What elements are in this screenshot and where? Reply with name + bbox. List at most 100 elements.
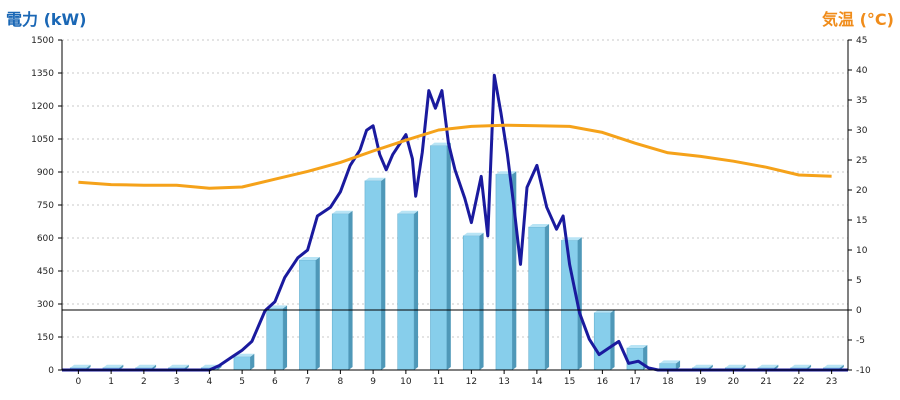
series-lines: [62, 73, 848, 372]
x-tick-label: 23: [826, 377, 837, 387]
x-tick-label: 20: [728, 377, 740, 387]
right-tick-label: 0: [856, 306, 862, 316]
left-tick-label: 900: [37, 168, 54, 178]
bar-front: [397, 213, 415, 371]
bar-12: [462, 232, 484, 371]
bar-front: [266, 308, 284, 371]
bar-side: [381, 177, 386, 370]
bar-top: [790, 364, 812, 368]
bar-front: [626, 347, 644, 371]
right-tick-label: 35: [856, 96, 867, 106]
bar-8: [331, 210, 353, 371]
left-tick-label: 600: [37, 234, 54, 244]
bar-side: [283, 305, 288, 370]
bar-front: [299, 259, 317, 371]
bar-top: [70, 364, 91, 368]
right-tick-label: 10: [856, 246, 868, 256]
bar-front: [593, 312, 611, 371]
bar-top: [725, 364, 746, 368]
x-tick-label: 9: [370, 377, 376, 387]
bar-front: [528, 226, 546, 371]
x-tick-label: 14: [531, 377, 543, 387]
x-tick-label: 19: [695, 377, 707, 387]
x-tick-label: 10: [400, 377, 412, 387]
bar-14: [528, 224, 550, 371]
right-tick-label: 40: [856, 66, 868, 76]
bar-side: [250, 353, 255, 370]
bar-13: [495, 171, 517, 371]
bar-top: [364, 177, 386, 181]
x-tick-label: 2: [141, 377, 147, 387]
bar-side: [446, 142, 451, 370]
bar-side: [676, 360, 681, 370]
bar-7: [299, 257, 320, 371]
x-tick-label: 6: [272, 377, 278, 387]
bar-11: [430, 142, 451, 371]
gridlines: [62, 39, 848, 338]
left-tick-label: 0: [48, 366, 54, 376]
bar-front: [233, 356, 251, 371]
tick-labels: 01503004506007509001050120013501500-10-5…: [31, 36, 871, 387]
left-tick-label: 1200: [31, 102, 54, 112]
bar-top: [594, 309, 615, 313]
right-tick-label: 45: [856, 36, 867, 46]
bar-top: [528, 224, 550, 227]
x-tick-label: 12: [466, 377, 477, 387]
bar-side: [545, 224, 550, 370]
bar-side: [315, 257, 320, 370]
bar-10: [397, 210, 419, 371]
x-tick-label: 3: [174, 377, 180, 387]
right-tick-label: 15: [856, 216, 867, 226]
bar-front: [495, 173, 513, 371]
bar-top: [463, 232, 484, 236]
x-tick-label: 11: [433, 377, 444, 387]
bar-9: [364, 177, 386, 371]
right-axis-title: 気温 (°C): [822, 10, 894, 29]
left-tick-label: 1350: [31, 69, 54, 79]
bar-top: [823, 364, 844, 368]
bar-side: [610, 309, 615, 370]
power-line: [62, 73, 848, 372]
left-tick-label: 450: [37, 267, 54, 277]
x-tick-label: 4: [207, 377, 213, 387]
right-tick-label: 5: [856, 276, 862, 286]
x-tick-label: 21: [760, 377, 771, 387]
bar-18: [659, 360, 681, 371]
bar-top: [692, 364, 713, 368]
x-tick-label: 7: [305, 377, 311, 387]
left-axis-title: 電力 (kW): [6, 10, 87, 29]
bar-top: [233, 353, 255, 357]
left-tick-label: 750: [37, 201, 54, 211]
left-tick-label: 1050: [31, 135, 54, 145]
bar-15: [561, 237, 582, 371]
left-tick-label: 300: [37, 300, 54, 310]
right-tick-label: 20: [856, 186, 868, 196]
x-tick-label: 15: [564, 377, 575, 387]
bar-top: [135, 364, 157, 368]
bar-front: [364, 180, 382, 371]
temperature-line: [78, 123, 832, 190]
x-tick-label: 16: [597, 377, 609, 387]
x-tick-label: 22: [793, 377, 804, 387]
x-tick-label: 5: [239, 377, 245, 387]
bar-16: [593, 309, 615, 371]
bar-top: [626, 345, 648, 348]
bar-top: [102, 364, 124, 368]
bar-top: [757, 364, 779, 368]
x-tick-label: 13: [498, 377, 509, 387]
bar-side: [479, 232, 484, 370]
bar-top: [430, 142, 451, 146]
bar-front: [430, 145, 448, 371]
right-tick-label: 30: [856, 126, 868, 136]
bar-5: [233, 353, 255, 371]
x-tick-label: 8: [338, 377, 344, 387]
bar-top: [299, 257, 320, 260]
x-tick-label: 0: [76, 377, 82, 387]
right-tick-label: -10: [856, 366, 871, 376]
bar-front: [462, 235, 480, 371]
x-tick-label: 1: [108, 377, 114, 387]
bar-side: [414, 210, 419, 370]
bar-top: [332, 210, 353, 214]
left-tick-label: 150: [37, 333, 54, 343]
